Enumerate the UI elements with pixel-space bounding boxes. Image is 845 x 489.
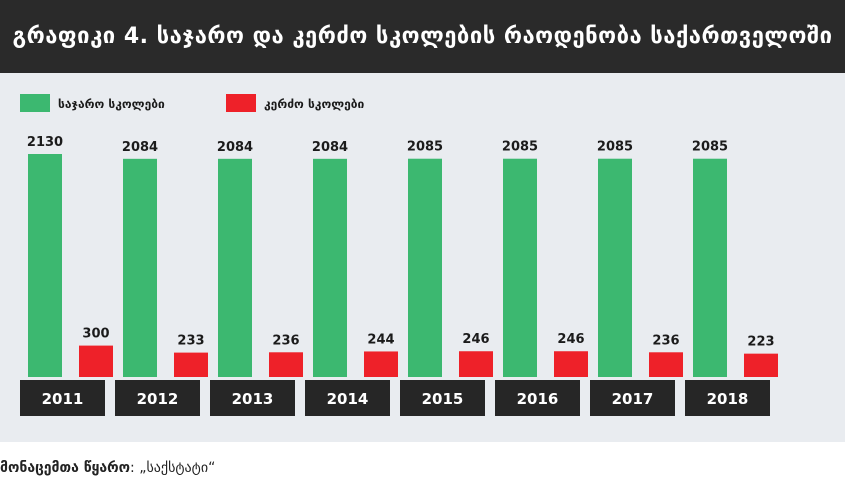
- year-label-2011: 2011: [42, 390, 84, 408]
- value-label-public-2013: 2084: [217, 140, 253, 155]
- year-box-2012: [115, 380, 200, 416]
- value-label-private-2011: 300: [82, 327, 109, 342]
- bar-private-2015: [459, 351, 493, 377]
- year-label-2013: 2013: [232, 390, 274, 408]
- value-label-public-2017: 2085: [597, 140, 633, 155]
- year-label-2012: 2012: [137, 390, 179, 408]
- bar-private-2013: [269, 352, 303, 377]
- value-label-public-2014: 2084: [312, 140, 348, 155]
- value-label-private-2017: 236: [652, 333, 679, 348]
- value-label-public-2018: 2085: [692, 140, 728, 155]
- value-label-private-2013: 236: [272, 333, 299, 348]
- legend-label-2: კერძო სკოლები: [264, 97, 365, 111]
- year-label-2018: 2018: [707, 390, 749, 408]
- year-box-2016: [495, 380, 580, 416]
- bar-private-2011: [79, 345, 113, 377]
- value-label-private-2012: 233: [177, 334, 204, 349]
- source-separator: :: [130, 460, 140, 476]
- bar-private-2016: [554, 351, 588, 377]
- source-note: მონაცემთა წყარო: „საქსტატი“: [0, 460, 215, 476]
- value-label-private-2014: 244: [367, 332, 394, 347]
- bar-public-2011: [28, 154, 62, 377]
- bar-public-2012: [123, 158, 157, 377]
- bar-public-2013: [218, 158, 252, 377]
- legend-swatch-2: [226, 94, 256, 112]
- value-label-public-2015: 2085: [407, 140, 443, 155]
- year-label-2016: 2016: [517, 390, 559, 408]
- source-label: მონაცემთა წყარო: [0, 460, 131, 476]
- value-label-public-2011: 2130: [27, 135, 63, 150]
- bar-public-2017: [598, 158, 632, 377]
- value-label-private-2015: 246: [462, 332, 489, 347]
- year-label-2014: 2014: [327, 390, 369, 408]
- year-label-2017: 2017: [612, 390, 654, 408]
- value-label-public-2016: 2085: [502, 140, 538, 155]
- bar-public-2014: [313, 158, 347, 377]
- value-label-public-2012: 2084: [122, 140, 158, 155]
- year-box-2015: [400, 380, 485, 416]
- year-box-2017: [590, 380, 675, 416]
- bar-chart: საჯარო სკოლები კერძო სკოლები 2130 300 2011 20…: [20, 94, 778, 416]
- chart-title: გრაფიკი 4. საჯარო და კერძო სკოლების რაოდ…: [12, 24, 833, 49]
- title-bar: გრაფიკი 4. საჯარო და კერძო სკოლების რაოდ…: [0, 0, 845, 73]
- value-label-private-2016: 246: [557, 332, 584, 347]
- bar-public-2018: [693, 158, 727, 377]
- year-label-2015: 2015: [422, 390, 464, 408]
- year-box-2011: [20, 380, 105, 416]
- year-box-2018: [685, 380, 770, 416]
- legend-swatch-1: [20, 94, 50, 112]
- year-box-2014: [305, 380, 390, 416]
- source-value: „საქსტატი“: [139, 460, 216, 476]
- value-label-private-2018: 223: [747, 335, 774, 350]
- bar-private-2014: [364, 351, 398, 377]
- year-box-2013: [210, 380, 295, 416]
- bar-public-2015: [408, 158, 442, 377]
- bar-private-2018: [744, 353, 778, 377]
- bar-private-2012: [174, 352, 208, 377]
- bar-private-2017: [649, 352, 683, 377]
- bar-public-2016: [503, 158, 537, 377]
- legend-label-1: საჯარო სკოლები: [58, 97, 165, 111]
